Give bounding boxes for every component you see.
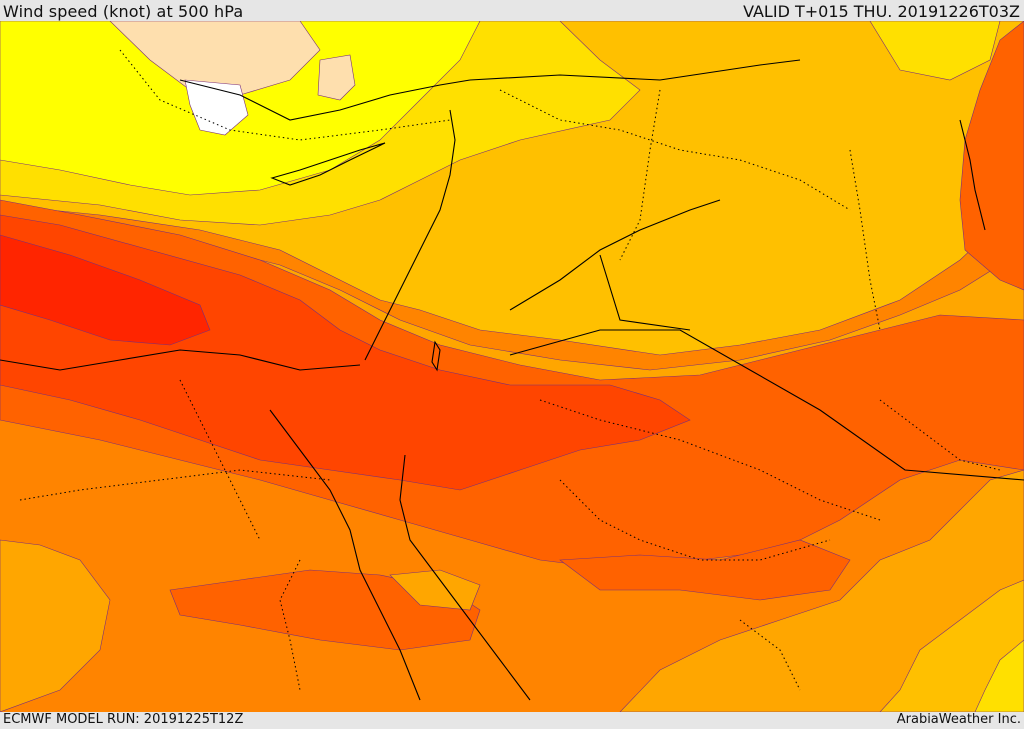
- border-line: [499, 89, 851, 211]
- border-line: [119, 49, 451, 141]
- coast-sinai-gulf: [269, 409, 421, 701]
- border-line: [619, 89, 661, 261]
- band-dark-orange-east: [959, 21, 1024, 291]
- band-gold-southeast: [974, 639, 1024, 712]
- coast-syria-iraq: [509, 199, 721, 311]
- map-header: Wind speed (knot) at 500 hPa VALID T+015…: [0, 0, 1024, 21]
- coast-iraq-border: [469, 59, 801, 81]
- coast-turkey-south: [179, 79, 471, 121]
- national-borders: [19, 49, 1001, 691]
- coast-levant: [364, 109, 456, 361]
- band-white: [184, 79, 249, 136]
- band-gold-northeast: [869, 21, 1001, 81]
- coast-red-sea-east: [399, 454, 531, 701]
- band-amber-southeast: [879, 579, 1024, 712]
- border-line: [739, 619, 801, 691]
- band-light-orange-southwest: [0, 539, 111, 712]
- band-red-core: [0, 234, 211, 346]
- coast-cyprus: [270, 142, 386, 186]
- band-peach-small: [317, 54, 356, 101]
- band-red-orange-core: [0, 214, 691, 491]
- coast-dead-sea: [431, 340, 441, 372]
- band-peach: [109, 21, 321, 96]
- wind-speed-map: [0, 21, 1024, 712]
- coastlines: [0, 59, 1024, 701]
- model-run-label: ECMWF MODEL RUN: 20191225T12Z: [3, 712, 244, 727]
- border-line: [179, 379, 261, 541]
- wind-speed-shading: [0, 21, 1024, 712]
- band-dark-orange-southeast: [559, 539, 851, 601]
- coast-arabia-border: [509, 329, 1024, 481]
- coast-egypt-north: [0, 349, 361, 371]
- map-canvas: [0, 21, 1024, 712]
- coast-gulf: [959, 119, 986, 231]
- band-dark-orange-south: [169, 569, 481, 651]
- map-title: Wind speed (knot) at 500 hPa: [3, 2, 244, 21]
- map-footer: ECMWF MODEL RUN: 20191225T12Z ArabiaWeat…: [0, 712, 1024, 729]
- band-light-orange-red-sea: [389, 569, 481, 611]
- coast-iraq-saudi: [599, 254, 691, 331]
- credit-label: ArabiaWeather Inc.: [896, 712, 1021, 727]
- valid-time: VALID T+015 THU. 20191226T03Z: [743, 2, 1020, 21]
- border-line: [19, 469, 331, 501]
